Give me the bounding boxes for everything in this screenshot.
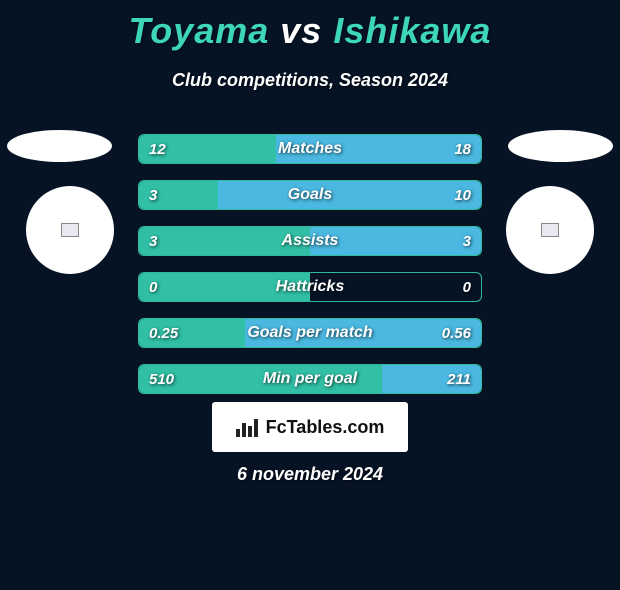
stat-right-fill (218, 181, 481, 209)
stats-bars: 12 Matches 18 3 Goals 10 3 Assists 3 0 H… (138, 134, 482, 410)
stat-right-fill (310, 227, 481, 255)
stat-right-value: 0.56 (442, 319, 471, 347)
bars-icon (236, 417, 260, 437)
stat-right-value: 10 (454, 181, 471, 209)
stat-right-value: 3 (463, 227, 471, 255)
stat-left-value: 0.25 (149, 319, 178, 347)
fctables-text: FcTables.com (266, 417, 385, 438)
team1-logo-circle (26, 186, 114, 274)
team2-badge-icon (541, 223, 559, 237)
stat-row: 0.25 Goals per match 0.56 (138, 318, 482, 348)
stat-row: 12 Matches 18 (138, 134, 482, 164)
title-vs: vs (280, 10, 322, 51)
stat-right-value: 0 (463, 273, 471, 301)
stat-row: 3 Assists 3 (138, 226, 482, 256)
title-team2: Ishikawa (333, 10, 491, 51)
team2-logo-circle (506, 186, 594, 274)
subtitle: Club competitions, Season 2024 (0, 70, 620, 91)
stat-left-fill (139, 273, 310, 301)
stat-right-value: 18 (454, 135, 471, 163)
stat-left-fill (139, 227, 310, 255)
team1-badge-icon (61, 223, 79, 237)
stat-row: 510 Min per goal 211 (138, 364, 482, 394)
stat-right-fill (276, 135, 481, 163)
stat-row: 3 Goals 10 (138, 180, 482, 210)
stat-left-value: 0 (149, 273, 157, 301)
title-team1: Toyama (129, 10, 270, 51)
fctables-logo: FcTables.com (212, 402, 408, 452)
page-title: Toyama vs Ishikawa (0, 10, 620, 52)
stat-left-value: 510 (149, 365, 174, 393)
stat-right-value: 211 (447, 365, 471, 393)
stat-left-value: 3 (149, 227, 157, 255)
team1-ellipse (7, 130, 112, 162)
stat-left-fill (139, 365, 382, 393)
team2-ellipse (508, 130, 613, 162)
stat-row: 0 Hattricks 0 (138, 272, 482, 302)
stat-left-value: 12 (149, 135, 166, 163)
date-label: 6 november 2024 (0, 464, 620, 485)
stat-left-value: 3 (149, 181, 157, 209)
